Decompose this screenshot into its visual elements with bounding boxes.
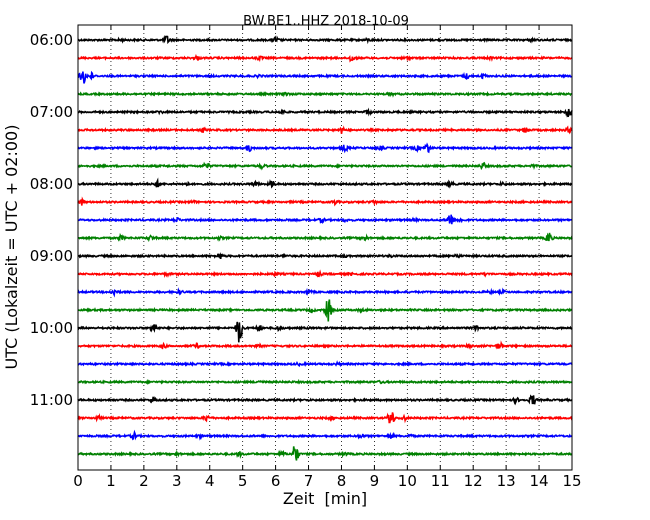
trace-line [77, 196, 573, 207]
y-hour-label: 10:00 [30, 319, 73, 337]
x-tick-label: 9 [370, 472, 380, 490]
trace-line [77, 446, 573, 461]
trace-line [77, 378, 573, 386]
trace-line [77, 429, 573, 441]
x-tick-label: 3 [172, 472, 182, 490]
trace-line [77, 360, 573, 368]
y-hour-label: 08:00 [30, 175, 73, 193]
trace-line [77, 70, 573, 84]
trace-line [77, 321, 573, 343]
y-hour-label: 07:00 [30, 103, 73, 121]
x-tick-label: 10 [398, 472, 417, 490]
x-tick-label: 13 [497, 472, 516, 490]
x-tick-label: 7 [304, 472, 314, 490]
trace-line [77, 251, 573, 260]
trace-line [77, 53, 573, 63]
trace-line [77, 177, 573, 189]
y-axis-label: UTC (Lokalzeit = UTC + 02:00) [2, 125, 21, 370]
x-tick-label: 0 [73, 472, 83, 490]
trace-line [77, 394, 573, 406]
x-axis-ticks: 0 1 2 3 4 5 6 7 8 9 10 11 12 13 14 15 [73, 25, 582, 490]
trace-line [77, 269, 573, 278]
trace-line [77, 232, 573, 243]
y-hour-label: 06:00 [30, 31, 73, 49]
trace-line [77, 161, 573, 171]
x-tick-label: 14 [530, 472, 549, 490]
trace-line [77, 34, 573, 45]
trace-line [77, 142, 573, 154]
x-tick-label: 11 [431, 472, 450, 490]
x-tick-label: 1 [106, 472, 116, 490]
trace-line [77, 287, 573, 298]
trace-line [77, 107, 573, 118]
x-tick-label: 5 [238, 472, 248, 490]
x-tick-label: 15 [562, 472, 581, 490]
trace-line [77, 90, 573, 98]
x-tick-label: 6 [271, 472, 281, 490]
x-tick-label: 8 [337, 472, 347, 490]
y-axis-hour-labels: 06:00 07:00 08:00 09:00 10:00 11:00 [30, 31, 572, 409]
plot-frame [77, 24, 573, 471]
x-axis-label: Zeit [min] [283, 489, 367, 508]
x-tick-label: 12 [464, 472, 483, 490]
y-hour-label: 09:00 [30, 247, 73, 265]
x-tick-label: 4 [205, 472, 215, 490]
trace-line [78, 299, 573, 322]
trace-group [77, 34, 573, 461]
chart-title: BW.BE1..HHZ 2018-10-09 [243, 14, 409, 29]
trace-line [77, 214, 573, 225]
trace-line [77, 412, 573, 424]
grid-lines [110, 25, 540, 470]
trace-line [77, 125, 573, 135]
x-tick-label: 2 [139, 472, 149, 490]
y-hour-label: 11:00 [30, 391, 73, 409]
trace-line [77, 340, 573, 351]
